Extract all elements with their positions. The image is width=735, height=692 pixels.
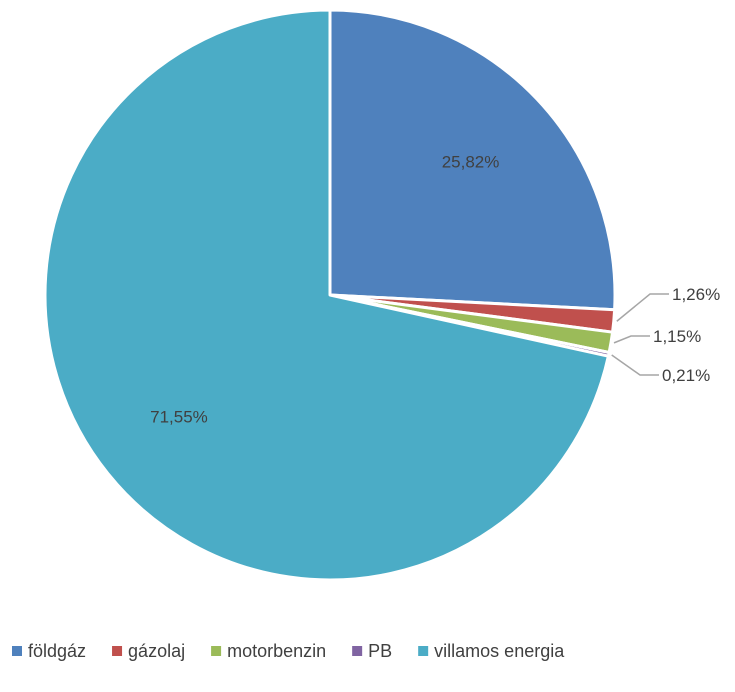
leader-lines [611,293,669,376]
legend-label-1: gázolaj [128,641,185,661]
legend-item-4: villamos energia [418,641,565,661]
pie-slice-4 [43,8,610,582]
leader-line-2 [613,335,650,344]
data-label-0: 25,82% [442,153,500,172]
pie-slices [43,8,617,582]
leader-line-3 [611,354,659,376]
legend-item-0: földgáz [12,641,86,661]
legend-swatch-4 [418,646,429,656]
legend-label-4: villamos energia [434,641,565,661]
legend-swatch-2 [211,646,222,656]
legend-swatch-1 [112,646,123,656]
legend-item-3: PB [352,641,392,661]
data-label-2: 1,15% [653,327,701,346]
pie-slice-0 [328,8,617,312]
legend-swatch-3 [352,646,363,656]
data-label-4: 71,55% [150,407,208,426]
legend-item-2: motorbenzin [211,641,326,661]
legend: földgáz gázolaj motorbenzin PB villamos ener… [12,641,565,661]
leader-line-1 [616,293,669,322]
legend-swatch-0 [12,646,22,656]
legend-label-2: motorbenzin [227,641,326,661]
legend-label-0: földgáz [28,641,86,661]
data-label-1: 1,26% [672,285,720,304]
legend-label-3: PB [368,641,392,661]
data-label-3: 0,21% [662,366,710,385]
legend-item-1: gázolaj [112,641,185,661]
data-labels: 25,82% 1,26% 1,15% 0,21% 71,55% [150,153,720,427]
